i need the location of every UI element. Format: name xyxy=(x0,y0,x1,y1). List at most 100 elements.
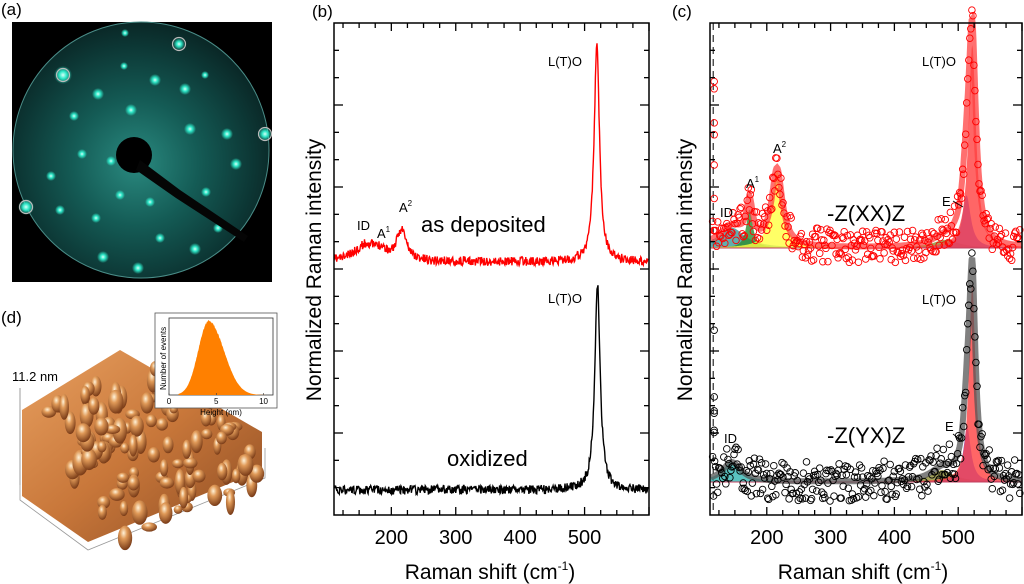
x-tick-label: 400 xyxy=(878,527,911,549)
data-point xyxy=(986,464,994,472)
afm-peak xyxy=(237,453,254,476)
x-tick-label: 500 xyxy=(568,527,601,549)
data-point xyxy=(991,223,1000,231)
data-point xyxy=(988,484,997,493)
data-point xyxy=(949,460,958,469)
data-point xyxy=(956,189,965,198)
data-point xyxy=(804,246,813,255)
data-point xyxy=(736,205,744,213)
data-point xyxy=(751,236,760,245)
data-point xyxy=(968,6,976,14)
data-point xyxy=(996,487,1005,496)
data-point xyxy=(859,241,868,250)
data-point xyxy=(966,34,974,42)
diffraction-spot xyxy=(201,71,209,79)
afm-peak xyxy=(97,441,107,453)
x-tick-label: 400 xyxy=(503,527,536,549)
panel-a: (a) xyxy=(0,0,290,290)
x-tick-label: 300 xyxy=(439,527,472,549)
data-point xyxy=(763,207,772,215)
data-point xyxy=(973,382,981,391)
data-point xyxy=(710,85,718,93)
data-point xyxy=(933,444,941,452)
data-point xyxy=(715,464,724,472)
data-point xyxy=(799,469,808,477)
afm-peak xyxy=(173,505,183,514)
data-point xyxy=(947,452,956,461)
data-point xyxy=(941,215,950,224)
data-point xyxy=(784,472,792,481)
afm-peak xyxy=(88,397,100,415)
plot-frame xyxy=(333,22,650,516)
afm-peaks xyxy=(41,361,265,551)
data-point xyxy=(981,219,989,228)
data-point xyxy=(819,257,827,266)
data-point xyxy=(852,494,861,502)
data-point xyxy=(828,241,836,250)
data-point xyxy=(939,445,948,454)
data-point xyxy=(960,141,969,149)
data-point xyxy=(761,460,770,468)
data-point xyxy=(848,490,857,498)
data-point xyxy=(839,482,847,490)
data-point xyxy=(781,488,789,497)
gun-arm xyxy=(136,160,248,242)
data-point xyxy=(858,227,867,236)
data-point xyxy=(737,463,745,471)
data-point xyxy=(713,488,722,497)
data-point xyxy=(779,199,787,207)
data-point xyxy=(786,468,794,476)
panel-d: (d) 11.2 nm 0 5 10 Number of events Height… xyxy=(0,300,290,584)
afm-peak xyxy=(80,386,90,404)
data-point xyxy=(905,243,914,252)
afm-peak xyxy=(171,459,184,469)
data-point xyxy=(724,455,732,464)
data-point xyxy=(775,469,783,477)
data-point xyxy=(985,446,993,454)
data-point xyxy=(917,454,925,463)
afm-peak xyxy=(116,472,130,483)
panel-a-label: (a) xyxy=(1,0,22,19)
data-point xyxy=(763,494,772,502)
data-point xyxy=(722,223,730,232)
data-point xyxy=(710,407,718,415)
data-point xyxy=(793,476,802,485)
data-point xyxy=(1004,245,1013,253)
data-point xyxy=(979,461,987,470)
diffraction-spot xyxy=(18,199,34,215)
diffraction-spot xyxy=(91,213,101,223)
annotation-id-bottom: ID xyxy=(724,431,737,446)
data-point xyxy=(972,358,980,367)
data-point xyxy=(746,190,755,199)
data-point xyxy=(752,489,761,498)
data-point xyxy=(975,420,983,429)
data-point xyxy=(710,77,718,86)
afm-peak xyxy=(179,486,189,509)
data-point xyxy=(836,248,844,257)
data-point xyxy=(1014,233,1022,242)
data-point xyxy=(998,486,1007,494)
data-point xyxy=(742,217,750,226)
data-point xyxy=(996,233,1005,241)
data-point xyxy=(712,480,721,488)
data-point xyxy=(815,249,824,258)
data-point xyxy=(947,222,956,230)
data-point xyxy=(776,190,784,199)
diffraction-spot xyxy=(179,83,191,95)
data-point xyxy=(802,237,811,246)
afm-peak xyxy=(184,468,196,489)
data-point xyxy=(946,208,955,217)
data-point xyxy=(837,250,845,258)
data-point xyxy=(928,228,936,236)
data-point xyxy=(961,130,970,138)
data-point xyxy=(857,236,866,245)
data-point xyxy=(908,226,917,235)
data-point xyxy=(911,233,920,241)
diffraction-spot xyxy=(125,104,137,116)
highlight-ring xyxy=(18,199,34,215)
x-tick-label: 500 xyxy=(942,527,975,549)
afm-peak xyxy=(159,459,169,477)
afm-peak xyxy=(108,389,124,414)
data-point xyxy=(951,474,960,483)
x-tick-label: 300 xyxy=(814,527,847,549)
